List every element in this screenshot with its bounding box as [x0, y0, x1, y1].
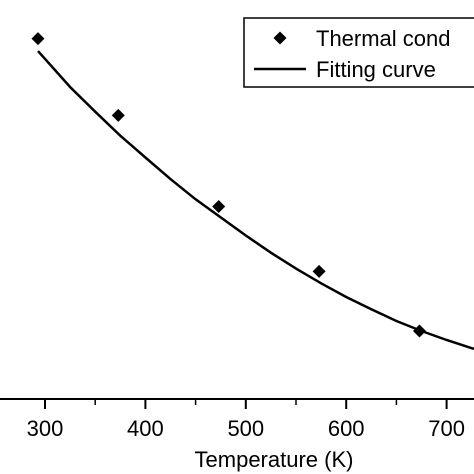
- x-axis-title: Temperature (K): [195, 447, 354, 472]
- data-point-293: [31, 32, 45, 46]
- x-tick-label-600: 600: [328, 416, 365, 441]
- x-tick-label-500: 500: [227, 416, 264, 441]
- legend-box: [243, 17, 474, 88]
- legend-marker-thermal-cond: [273, 31, 287, 45]
- legend-diamond-icon: [273, 31, 287, 45]
- data-point-673: [412, 324, 426, 338]
- plot-area: 300 400 500 600 700: [0, 32, 474, 441]
- data-point-573: [312, 264, 326, 278]
- x-axis-ticks: [44, 399, 448, 409]
- legend-label-fitting-curve: Fitting curve: [316, 57, 436, 82]
- legend-label-thermal-cond: Thermal cond: [316, 26, 451, 51]
- thermal-cond-points: [31, 32, 426, 338]
- legend: Thermal cond Fitting curve: [243, 17, 474, 88]
- fitting-curve-line: [37, 50, 474, 351]
- x-axis-tick-labels: 300 400 500 600 700: [27, 416, 465, 441]
- data-point-373: [111, 108, 125, 122]
- x-tick-label-700: 700: [428, 416, 465, 441]
- data-point-473: [212, 200, 226, 214]
- x-tick-label-400: 400: [127, 416, 164, 441]
- x-tick-label-300: 300: [27, 416, 64, 441]
